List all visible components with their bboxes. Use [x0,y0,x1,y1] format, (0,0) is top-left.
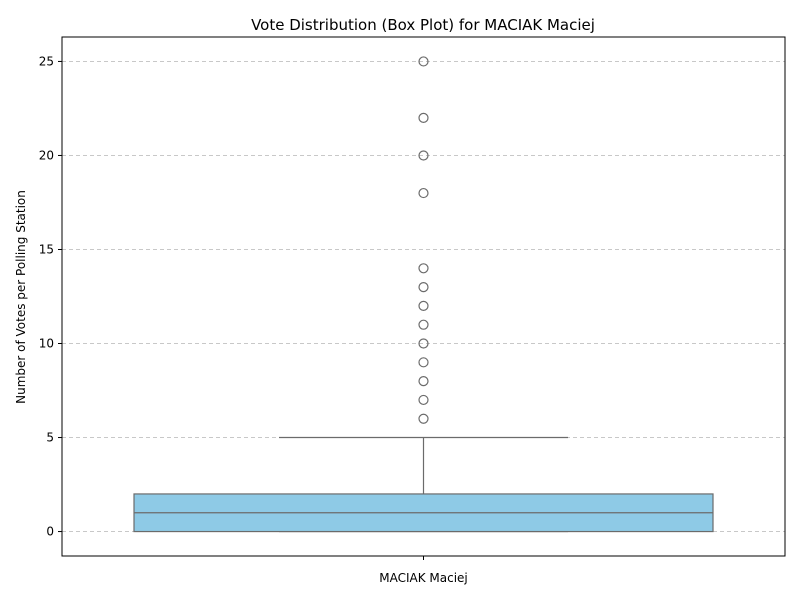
y-axis-ticks: 0 5 10 15 20 25 [39,54,62,539]
y-tick-label: 20 [39,148,54,162]
y-tick-label: 10 [39,337,54,351]
outlier-point [418,56,429,67]
outlier-point [418,413,429,424]
outlier-point [418,394,429,406]
outlier-point [418,187,429,199]
y-tick-label: 25 [39,54,54,68]
outlier-point [418,376,429,387]
y-tick-label: 5 [46,431,54,445]
outlier-point [418,281,429,293]
x-tick-label: MACIAK Maciej [379,571,468,585]
outlier-point [418,338,429,349]
outlier-points [418,56,429,424]
x-axis-ticks: MACIAK Maciej [379,556,468,585]
outlier-point [418,263,429,274]
box-plot [133,436,714,533]
y-tick-label: 0 [46,525,54,539]
outlier-point [418,300,429,312]
outlier-point [418,112,429,123]
chart-title: Vote Distribution (Box Plot) for MACIAK … [251,16,595,34]
outlier-point [418,357,429,368]
outlier-point [418,319,429,330]
y-axis-label: Number of Votes per Polling Station [14,190,28,404]
outlier-point [418,150,429,161]
y-tick-label: 15 [39,242,54,256]
